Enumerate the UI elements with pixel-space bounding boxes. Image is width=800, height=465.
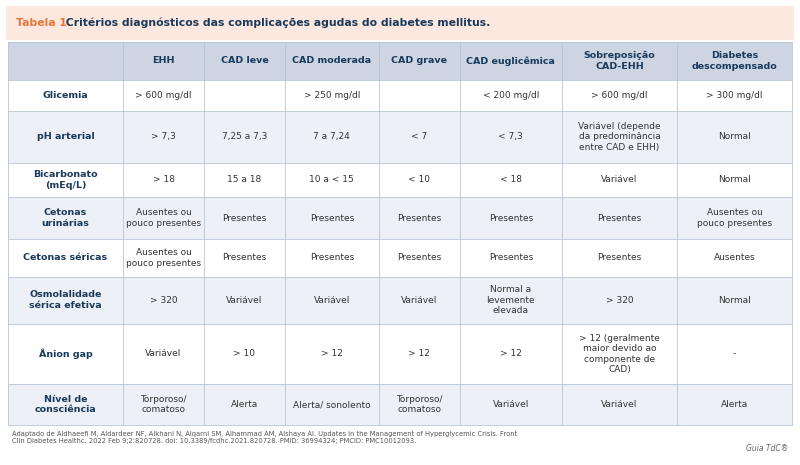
Text: Alerta: Alerta xyxy=(721,400,748,409)
Text: 10 a < 15: 10 a < 15 xyxy=(310,175,354,185)
Text: -: - xyxy=(733,350,736,359)
Text: Variável: Variável xyxy=(401,296,438,305)
Text: Presentes: Presentes xyxy=(397,213,442,223)
Text: Presentes: Presentes xyxy=(222,253,266,262)
Text: > 320: > 320 xyxy=(606,296,634,305)
Text: Normal: Normal xyxy=(718,175,751,185)
Text: Alerta: Alerta xyxy=(231,400,258,409)
Text: Presentes: Presentes xyxy=(310,253,354,262)
Text: > 600 mg/dl: > 600 mg/dl xyxy=(591,91,648,100)
Text: Critérios diagnósticos das complicações agudas do diabetes mellitus.: Critérios diagnósticos das complicações … xyxy=(62,18,490,28)
Text: Ânion gap: Ânion gap xyxy=(38,349,92,359)
Text: < 10: < 10 xyxy=(408,175,430,185)
Text: Variável: Variável xyxy=(146,350,182,359)
Text: Presentes: Presentes xyxy=(489,253,533,262)
Text: Variável: Variável xyxy=(314,296,350,305)
Text: Alerta/ sonolento: Alerta/ sonolento xyxy=(293,400,370,409)
Text: Diabetes
descompensado: Diabetes descompensado xyxy=(692,51,778,71)
Text: Normal a
levemente
elevada: Normal a levemente elevada xyxy=(486,285,535,315)
Bar xyxy=(8,277,792,324)
Text: Cetonas
urinárias: Cetonas urinárias xyxy=(42,208,90,228)
Bar xyxy=(8,80,792,111)
Text: Variável: Variável xyxy=(602,175,638,185)
Text: Ausentes ou
pouco presentes: Ausentes ou pouco presentes xyxy=(126,248,201,268)
Text: Adaptado de Aldhaeefi M, Aldardeer NF, Alkhani N, Alqarni SM, Alhammad AM, Alsha: Adaptado de Aldhaeefi M, Aldardeer NF, A… xyxy=(12,431,518,444)
Text: Variável: Variável xyxy=(493,400,529,409)
Bar xyxy=(8,385,792,425)
Text: > 300 mg/dl: > 300 mg/dl xyxy=(706,91,762,100)
Text: 15 a 18: 15 a 18 xyxy=(227,175,262,185)
Text: > 12: > 12 xyxy=(500,350,522,359)
Text: 7 a 7,24: 7 a 7,24 xyxy=(314,133,350,141)
Text: Presentes: Presentes xyxy=(310,213,354,223)
Text: CAD moderada: CAD moderada xyxy=(292,57,371,66)
Text: EHH: EHH xyxy=(152,57,174,66)
Text: Ausentes ou
pouco presentes: Ausentes ou pouco presentes xyxy=(126,208,201,228)
Text: Sobreposição
CAD-EHH: Sobreposição CAD-EHH xyxy=(583,51,655,71)
Text: Nível de
consciência: Nível de consciência xyxy=(34,395,96,414)
Text: > 320: > 320 xyxy=(150,296,178,305)
Text: Variável: Variável xyxy=(226,296,262,305)
Text: > 12 (geralmente
maior devido ao
componente de
CAD): > 12 (geralmente maior devido ao compone… xyxy=(579,334,660,374)
Text: 7,25 a 7,3: 7,25 a 7,3 xyxy=(222,133,267,141)
Text: Torporoso/
comatoso: Torporoso/ comatoso xyxy=(396,395,442,414)
Text: > 600 mg/dl: > 600 mg/dl xyxy=(135,91,192,100)
Text: Bicarbonato
(mEq/L): Bicarbonato (mEq/L) xyxy=(34,170,98,190)
Text: > 18: > 18 xyxy=(153,175,174,185)
Text: > 12: > 12 xyxy=(408,350,430,359)
Text: Presentes: Presentes xyxy=(222,213,266,223)
Bar xyxy=(8,42,792,80)
Text: Variável (depende
da predominância
entre CAD e EHH): Variável (depende da predominância entre… xyxy=(578,122,661,152)
Text: Guia TdC®: Guia TdC® xyxy=(746,444,788,453)
Text: CAD leve: CAD leve xyxy=(221,57,268,66)
Text: Ausentes ou
pouco presentes: Ausentes ou pouco presentes xyxy=(697,208,772,228)
Text: Glicemia: Glicemia xyxy=(42,91,88,100)
FancyBboxPatch shape xyxy=(6,6,794,40)
Text: Presentes: Presentes xyxy=(598,213,642,223)
Bar xyxy=(8,197,792,239)
Text: Presentes: Presentes xyxy=(397,253,442,262)
Text: > 250 mg/dl: > 250 mg/dl xyxy=(304,91,360,100)
Bar xyxy=(8,163,792,197)
Text: < 7,3: < 7,3 xyxy=(498,133,523,141)
Text: Variável: Variável xyxy=(602,400,638,409)
Bar xyxy=(8,324,792,385)
Bar xyxy=(8,111,792,163)
Text: Torporoso/
comatoso: Torporoso/ comatoso xyxy=(140,395,186,414)
Text: Ausentes: Ausentes xyxy=(714,253,755,262)
Text: Presentes: Presentes xyxy=(489,213,533,223)
Text: Osmolalidade
sérica efetiva: Osmolalidade sérica efetiva xyxy=(30,291,102,310)
Text: Tabela 1.: Tabela 1. xyxy=(16,18,71,28)
Text: > 12: > 12 xyxy=(321,350,342,359)
Text: > 10: > 10 xyxy=(234,350,255,359)
Text: pH arterial: pH arterial xyxy=(37,133,94,141)
Text: < 7: < 7 xyxy=(411,133,427,141)
Bar xyxy=(8,239,792,277)
Text: < 200 mg/dl: < 200 mg/dl xyxy=(482,91,539,100)
Text: Normal: Normal xyxy=(718,296,751,305)
Text: CAD grave: CAD grave xyxy=(391,57,447,66)
Text: > 7,3: > 7,3 xyxy=(151,133,176,141)
Text: < 18: < 18 xyxy=(500,175,522,185)
Text: Presentes: Presentes xyxy=(598,253,642,262)
Text: Cetonas séricas: Cetonas séricas xyxy=(23,253,107,262)
Text: Normal: Normal xyxy=(718,133,751,141)
Text: CAD euglicêmica: CAD euglicêmica xyxy=(466,56,555,66)
